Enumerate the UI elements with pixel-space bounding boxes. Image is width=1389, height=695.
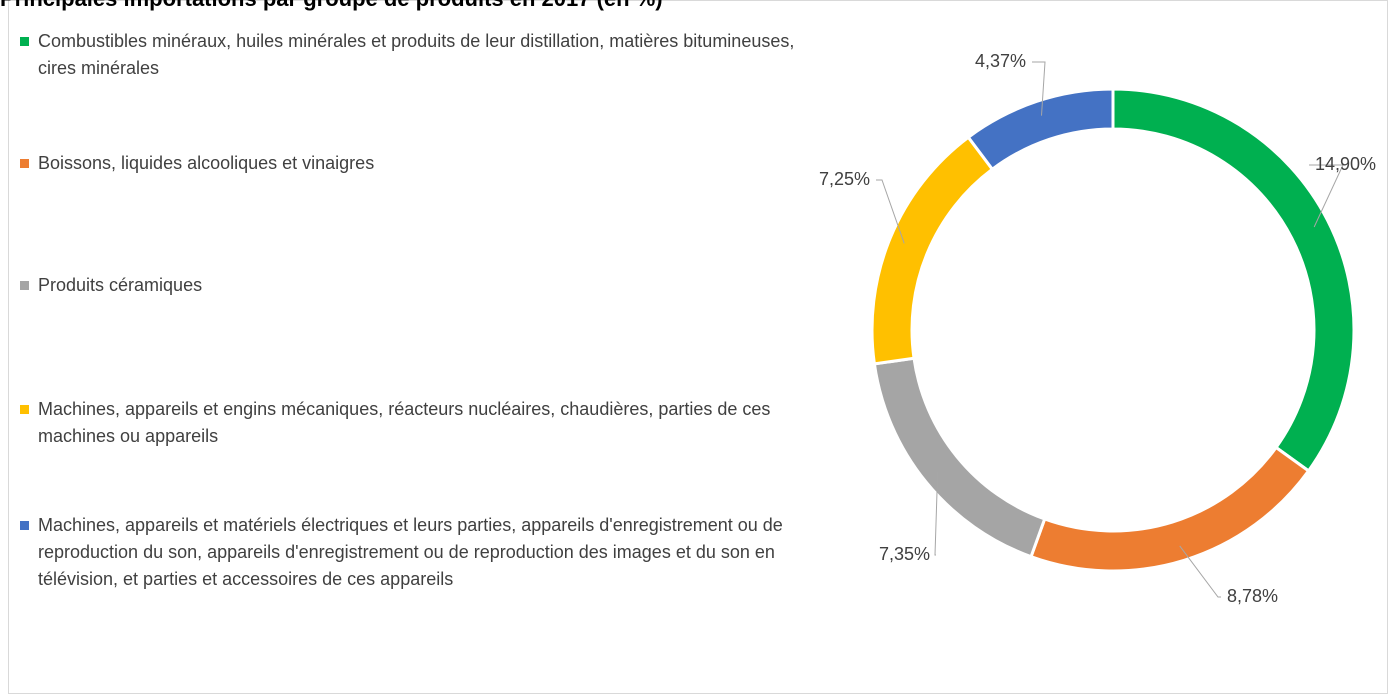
- donut-slice: [870, 135, 995, 366]
- leader-line: [1309, 164, 1344, 228]
- legend-label: Machines, appareils et engins mécaniques…: [38, 399, 771, 446]
- donut-slice: [1029, 445, 1311, 573]
- leader-line: [1179, 545, 1221, 598]
- legend-swatch: [20, 281, 29, 290]
- legend-label: Boissons, liquides alcooliques et vinaig…: [38, 153, 375, 173]
- legend-swatch: [20, 521, 29, 530]
- leader-line: [876, 179, 905, 244]
- legend-swatch: [20, 405, 29, 414]
- legend-item: Machines, appareils et engins mécaniques…: [20, 396, 808, 450]
- donut-slice: [1111, 87, 1356, 473]
- data-label: 7,25%: [819, 169, 870, 189]
- donut-slice: [872, 356, 1047, 559]
- leader-line: [934, 472, 939, 556]
- legend-label: Produits céramiques: [38, 275, 203, 295]
- data-label: 8,78%: [1227, 586, 1278, 606]
- legend-item: Boissons, liquides alcooliques et vinaig…: [20, 150, 808, 177]
- chart-border: [8, 0, 1388, 694]
- legend-item: Produits céramiques: [20, 272, 808, 299]
- legend-label: Combustibles minéraux, huiles minérales …: [38, 31, 795, 78]
- donut-slice: [966, 87, 1115, 172]
- leader-line: [1032, 61, 1046, 116]
- legend-label: Machines, appareils et matériels électri…: [38, 515, 783, 589]
- data-label: 4,37%: [975, 51, 1026, 71]
- legend-swatch: [20, 159, 29, 168]
- data-label: 7,35%: [879, 544, 930, 564]
- data-label: 14,90%: [1315, 154, 1376, 174]
- legend-swatch: [20, 37, 29, 46]
- legend-item: Machines, appareils et matériels électri…: [20, 512, 808, 593]
- legend-item: Combustibles minéraux, huiles minérales …: [20, 28, 808, 82]
- chart-title: Principales importations par groupe de p…: [0, 0, 663, 12]
